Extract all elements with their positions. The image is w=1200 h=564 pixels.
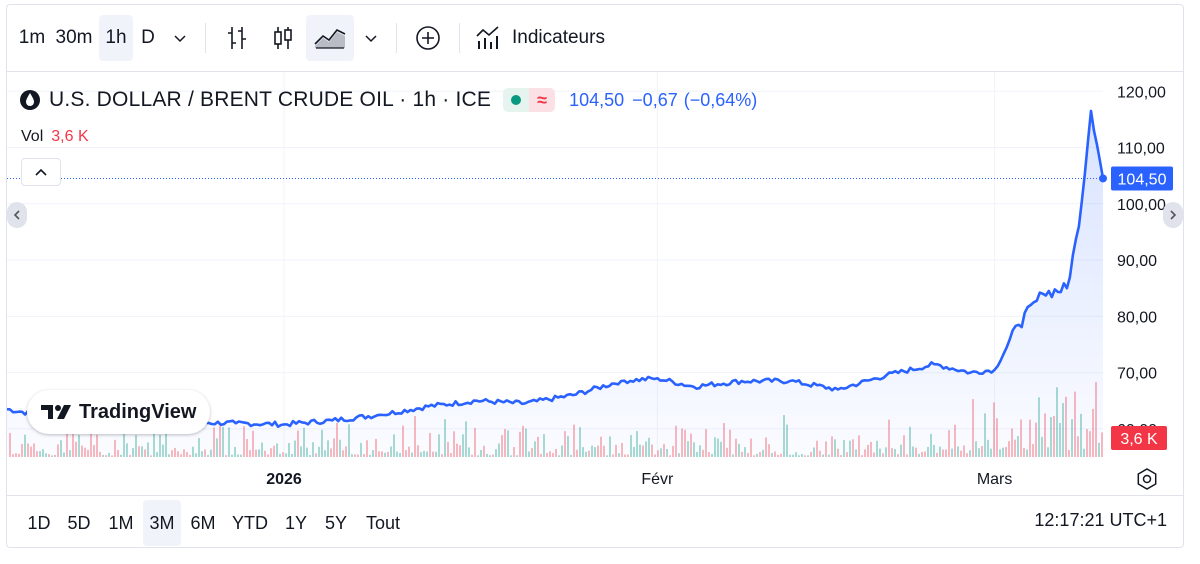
range-ytd-button[interactable]: YTD	[232, 512, 268, 533]
volume-label: Vol	[21, 128, 44, 145]
drop-icon	[20, 90, 40, 110]
interval-1h-button[interactable]: 1h	[99, 15, 133, 61]
chart-widget: 1m 30m 1h D Indicateurs	[6, 4, 1184, 548]
range-6m-button[interactable]: 6M	[190, 512, 216, 533]
indicators-label: Indicateurs	[512, 27, 605, 48]
chart-type-dropdown-button[interactable]	[354, 15, 388, 61]
area-chart-icon	[314, 28, 346, 49]
range-all-button[interactable]: Tout	[365, 512, 401, 533]
chart-settings-icon[interactable]	[1135, 467, 1159, 491]
top-toolbar: 1m 30m 1h D Indicateurs	[7, 5, 1183, 72]
volume-value: 3,6 K	[51, 128, 89, 145]
range-5d-button[interactable]: 5D	[67, 512, 91, 533]
compare-symbol-button[interactable]	[405, 15, 451, 61]
price-tick-label: 90,00	[1117, 253, 1157, 270]
chevron-up-icon	[35, 168, 47, 176]
chart-pane[interactable]: 120,00110,00100,0090,0080,0070,0060,0010…	[7, 72, 1183, 492]
area-chart-button[interactable]	[306, 15, 354, 61]
delayed-data-icon: ≈	[529, 88, 556, 112]
range-5y-button[interactable]: 5Y	[324, 512, 348, 533]
symbol-title[interactable]: U.S. DOLLAR / BRENT CRUDE OIL · 1h · ICE	[49, 88, 492, 111]
interval-dropdown-button[interactable]	[163, 15, 197, 61]
market-status-badge[interactable]: ≈	[503, 88, 556, 112]
price-change-value: −0,67	[632, 89, 678, 110]
tradingview-icon	[41, 405, 71, 419]
scroll-right-button[interactable]	[1163, 202, 1183, 228]
scroll-left-button[interactable]	[7, 202, 27, 228]
interval-1m-button[interactable]: 1m	[18, 27, 46, 48]
toolbar-divider	[205, 23, 206, 53]
last-price-axis-label	[1111, 166, 1173, 191]
range-1y-button[interactable]: 1Y	[284, 512, 308, 533]
range-1m-button[interactable]: 1M	[108, 512, 134, 533]
interval-30m-button[interactable]: 30m	[55, 27, 93, 48]
indicators-button[interactable]: Indicateurs	[468, 15, 618, 61]
candlestick-icon	[274, 27, 292, 49]
brand-name: TradingView	[79, 400, 197, 423]
price-change-percent: (−0,64%)	[683, 89, 758, 110]
symbol-legend: U.S. DOLLAR / BRENT CRUDE OIL · 1h · ICE…	[19, 88, 757, 112]
volume-axis-text: 3,6 K	[1120, 431, 1158, 448]
chevron-down-icon	[174, 35, 186, 43]
last-price-axis-text: 104,50	[1118, 171, 1167, 188]
price-tick-label: 70,00	[1117, 366, 1157, 383]
toolbar-divider	[459, 23, 460, 53]
indicators-icon	[476, 26, 499, 49]
time-tick-label: Févr	[641, 471, 674, 488]
market-open-icon	[503, 88, 530, 112]
bars-chart-button[interactable]	[214, 15, 260, 61]
time-tick-label: Mars	[977, 471, 1013, 488]
price-tick-label: 110,00	[1117, 141, 1165, 158]
price-tick-label: 120,00	[1117, 84, 1166, 101]
toolbar-divider	[396, 23, 397, 53]
interval-d-button[interactable]: D	[141, 27, 155, 48]
chevron-left-icon	[13, 210, 20, 220]
chevron-right-icon	[1170, 210, 1177, 220]
range-1d-button[interactable]: 1D	[27, 512, 51, 533]
clock-timezone[interactable]: 12:17:21 UTC+1	[1034, 510, 1167, 530]
volume-axis-label	[1111, 426, 1167, 450]
price-tick-label: 100,00	[1117, 197, 1166, 214]
collapse-legend-button[interactable]	[21, 158, 61, 186]
plus-circle-icon	[416, 26, 440, 50]
range-bar: 1D 5D 1M 3M 6M YTD 1Y 5Y Tout 12:17:21 U…	[7, 495, 1183, 547]
tradingview-logo[interactable]: TradingView	[27, 390, 211, 434]
last-price-value: 104,50	[569, 89, 625, 110]
last-price-dot	[1099, 174, 1107, 183]
volume-legend: Vol 3,6 K	[21, 128, 89, 146]
bar-chart-icon	[228, 27, 246, 49]
time-tick-label: 2026	[266, 471, 302, 488]
price-tick-label: 80,00	[1117, 309, 1157, 326]
range-3m-button[interactable]: 3M	[143, 500, 181, 546]
candles-chart-button[interactable]	[260, 15, 306, 61]
chevron-down-icon	[365, 35, 377, 43]
